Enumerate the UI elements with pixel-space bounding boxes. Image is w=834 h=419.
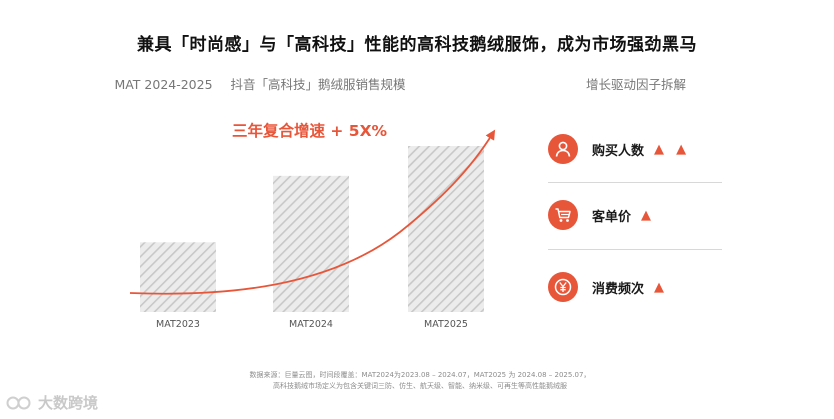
shopping-cart-icon (548, 200, 578, 230)
watermark-logo-icon (6, 396, 31, 409)
bars-group (140, 146, 484, 312)
factor-label: 客单价 (592, 209, 632, 225)
growth-trend-curve (129, 129, 496, 295)
factor-row-buyers: 购买人数 ▲ ▲ (548, 132, 724, 166)
x-tick-label: MAT2025 (424, 319, 468, 330)
source-note: 数据来源：巨量云图，时间段覆盖：MAT2024为2023.08 – 2024.0… (160, 370, 680, 392)
factor-label: 购买人数 (592, 143, 645, 159)
factor-row-unit-price: 客单价 ▲ (548, 198, 724, 232)
watermark: 大数跨境 (6, 392, 98, 413)
bar-mat2025 (408, 146, 484, 312)
watermark-text: 大数跨境 (38, 394, 99, 412)
chart-caption: MAT 2024-2025 抖音「高科技」鹅绒服销售规模 (0, 74, 520, 93)
factor-row-frequency: 消费频次 ▲ (548, 270, 724, 304)
chart-subject: 抖音「高科技」鹅绒服销售规模 (230, 77, 406, 92)
increase-arrows: ▲ (654, 279, 669, 295)
bar-mat2024 (273, 175, 349, 312)
source-note-line-1: 数据来源：巨量云图，时间段覆盖：MAT2024为2023.08 – 2024.0… (249, 371, 591, 379)
page-title: 兼具「时尚感」与「高科技」性能的高科技鹅绒服饰，成为市场强劲黑马 (137, 35, 697, 55)
bar-chart: MAT2023 MAT2024 MAT2025 三年复合增速 + 5X% (129, 121, 496, 330)
factor-label: 消费频次 (592, 281, 645, 297)
factor-caption: 增长驱动因子拆解 (585, 77, 686, 92)
chart-period: MAT 2024-2025 (114, 77, 213, 92)
bar-mat2023 (140, 242, 216, 312)
increase-arrows: ▲ ▲ (654, 141, 691, 157)
divider (548, 182, 722, 183)
x-tick-labels: MAT2023 MAT2024 MAT2025 (156, 319, 468, 330)
person-icon (548, 134, 578, 164)
yen-coin-icon (548, 272, 578, 302)
x-tick-label: MAT2023 (156, 319, 200, 330)
divider (548, 249, 722, 250)
x-tick-label: MAT2024 (289, 319, 333, 330)
increase-arrows: ▲ (641, 207, 656, 223)
growth-annotation: 三年复合增速 + 5X% (232, 121, 388, 140)
source-note-line-2: 高科技鹅绒市场定义为包含关键词三防、仿生、航天级、智能、纳米级、可再生等高性能鹅… (273, 382, 567, 390)
